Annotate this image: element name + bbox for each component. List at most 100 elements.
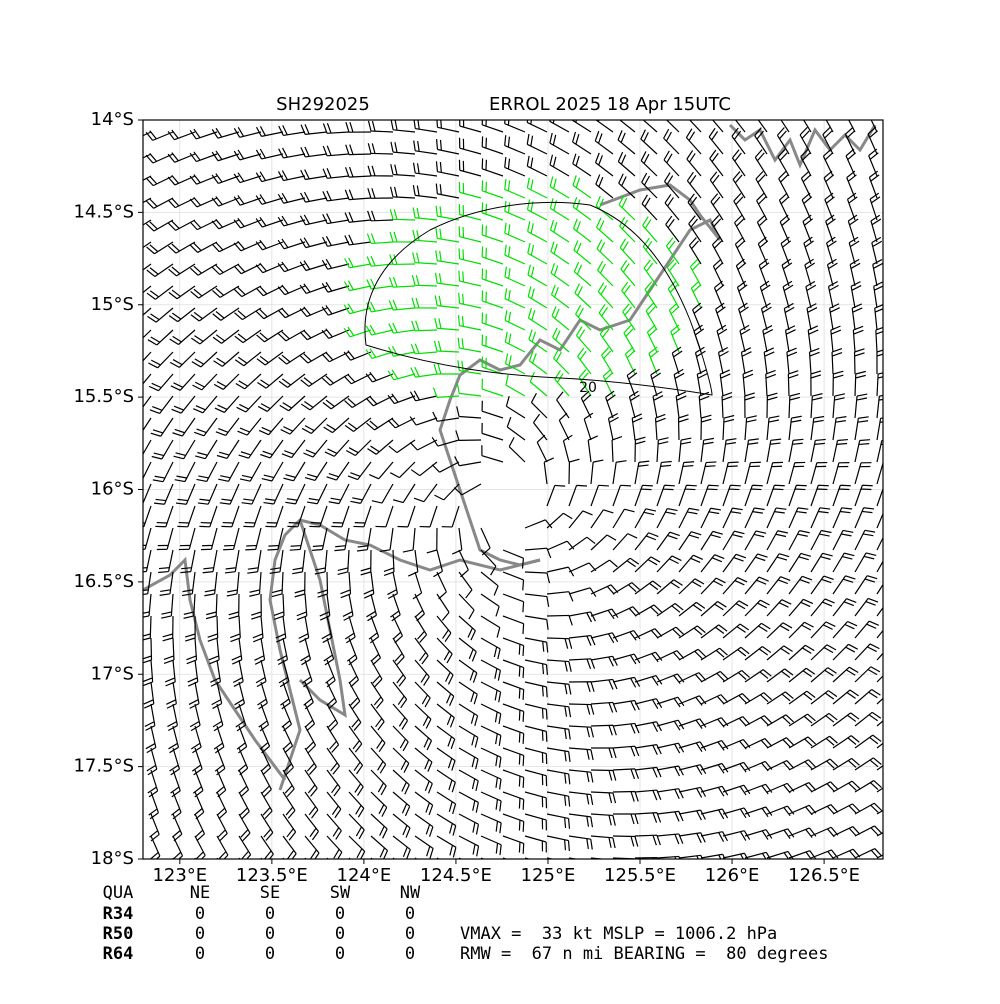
wind-barb bbox=[257, 373, 284, 389]
wind-barb bbox=[722, 461, 739, 485]
wind-barb bbox=[414, 835, 434, 859]
wind-barb bbox=[580, 390, 592, 419]
wind-barb bbox=[502, 791, 525, 810]
wind-barb bbox=[300, 169, 328, 181]
wind-barb bbox=[594, 130, 614, 155]
wind-barb bbox=[234, 351, 262, 367]
wind-barb bbox=[549, 176, 570, 199]
wind-barb bbox=[414, 659, 430, 686]
wind-barb bbox=[876, 349, 883, 375]
wind-barb bbox=[671, 346, 683, 375]
x-tick-label: 126°E bbox=[705, 865, 760, 886]
info-line: RMW = 67 n mi BEARING = 80 degrees bbox=[460, 944, 828, 964]
wind-barb bbox=[392, 681, 408, 709]
wind-barb bbox=[744, 415, 757, 441]
wind-barb bbox=[279, 395, 306, 412]
wind-barb bbox=[389, 254, 416, 266]
wind-barb bbox=[550, 263, 570, 287]
wind-barb bbox=[667, 280, 680, 309]
wind-barb bbox=[876, 697, 883, 705]
wind-barb bbox=[678, 648, 707, 661]
wind-barb bbox=[524, 593, 550, 607]
wind-barb bbox=[390, 164, 416, 177]
wind-barb bbox=[481, 202, 504, 221]
wind-barb bbox=[766, 714, 795, 727]
wind-barb bbox=[612, 533, 638, 551]
table-cell: 0 bbox=[335, 924, 345, 944]
wind-barb bbox=[390, 593, 401, 622]
wind-barb bbox=[678, 601, 706, 617]
wind-barb bbox=[546, 681, 572, 695]
wind-barb bbox=[844, 126, 856, 155]
wind-barb bbox=[656, 719, 685, 731]
wind-barb bbox=[167, 703, 179, 732]
wind-barb bbox=[481, 120, 504, 133]
wind-barb bbox=[832, 598, 857, 617]
wind-barb bbox=[766, 438, 782, 463]
wind-barb bbox=[590, 747, 617, 759]
wind-barb bbox=[436, 769, 456, 793]
wind-barb bbox=[711, 120, 724, 133]
wind-barb bbox=[590, 769, 617, 781]
wind-barb bbox=[155, 505, 174, 528]
wind-barb bbox=[392, 791, 411, 817]
wind-barb bbox=[344, 189, 372, 201]
wind-barb bbox=[502, 725, 525, 744]
wind-barb bbox=[715, 302, 726, 331]
wind-barb bbox=[408, 549, 419, 577]
wind-barb bbox=[605, 390, 616, 419]
wind-barb bbox=[145, 197, 174, 209]
wind-barb bbox=[508, 437, 526, 463]
wind-barb bbox=[411, 274, 438, 287]
wind-barb bbox=[387, 417, 416, 429]
wind-barb bbox=[732, 171, 746, 199]
wind-barb bbox=[303, 439, 328, 458]
wind-barb bbox=[612, 813, 639, 825]
wind-barb bbox=[481, 378, 504, 397]
wind-barb bbox=[650, 368, 662, 397]
wind-barb bbox=[304, 835, 320, 859]
wind-barb bbox=[546, 813, 571, 829]
wind-barb bbox=[304, 747, 317, 775]
wind-barb bbox=[344, 234, 372, 246]
wind-barb bbox=[766, 622, 793, 639]
wind-barb bbox=[634, 766, 662, 778]
wind-barb bbox=[634, 484, 653, 507]
wind-barb bbox=[810, 461, 828, 485]
table-header: SW bbox=[330, 883, 351, 903]
wind-barb bbox=[652, 391, 664, 419]
wind-barb bbox=[876, 462, 883, 485]
wind-barb bbox=[392, 857, 396, 859]
wind-barb bbox=[766, 553, 790, 573]
wind-barb bbox=[172, 835, 184, 859]
wind-barb bbox=[524, 615, 549, 630]
wind-barb bbox=[367, 120, 394, 133]
wind-barb bbox=[634, 834, 661, 846]
wind-barb bbox=[527, 221, 548, 243]
wind-barb bbox=[810, 484, 829, 507]
wind-barb bbox=[304, 791, 319, 819]
wind-barb bbox=[195, 439, 218, 460]
wind-barb bbox=[854, 529, 876, 551]
wind-barb bbox=[156, 527, 174, 551]
wind-barb bbox=[766, 691, 794, 705]
wind-barb bbox=[196, 461, 218, 483]
wind-barb bbox=[353, 505, 372, 528]
y-tick-label: 14°S bbox=[91, 109, 134, 130]
wind-barb bbox=[876, 629, 883, 639]
wind-barb bbox=[299, 283, 328, 295]
wind-barb bbox=[782, 280, 794, 309]
table-cell: 0 bbox=[335, 944, 345, 964]
wind-barb bbox=[665, 215, 680, 243]
wind-barb bbox=[172, 417, 196, 437]
wind-barb bbox=[365, 348, 394, 359]
wind-barb bbox=[527, 286, 548, 309]
table-cell: 0 bbox=[195, 944, 205, 964]
y-tick-label: 14.5°S bbox=[73, 201, 134, 222]
wind-barb bbox=[458, 571, 473, 599]
wind-barb bbox=[436, 703, 455, 728]
wind-barb bbox=[392, 637, 405, 666]
wind-barb bbox=[278, 659, 290, 688]
wind-barb bbox=[143, 659, 154, 687]
wind-barb bbox=[756, 214, 768, 243]
